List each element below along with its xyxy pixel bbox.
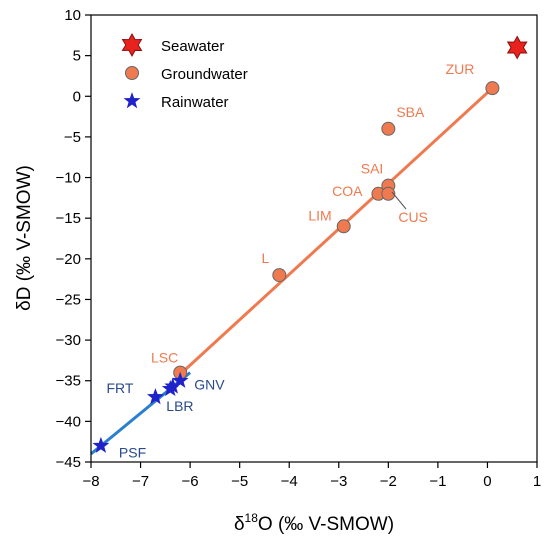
x-tick-label: −1 [429,473,446,490]
x-tick-label: −5 [231,473,248,490]
x-axis-title-prefix: δ [234,514,245,535]
legend-label-rainwater: Rainwater [161,94,229,111]
y-tick-label: −15 [56,210,81,227]
y-tick-label: −35 [56,373,81,390]
x-axis-title: δ18O (‰ V-SMOW) [234,511,394,535]
point-label-lim: LIM [308,207,331,223]
point-label-sba: SBA [396,104,425,120]
legend-label-groundwater: Groundwater [161,66,248,83]
y-tick-label: 0 [73,88,81,105]
y-axis-title: δD (‰ V-SMOW) [14,165,35,311]
y-tick-label: −10 [56,170,81,187]
y-tick-label: −25 [56,291,81,308]
x-axis-title-suffix: O (‰ V-SMOW) [258,514,394,535]
data-points [92,35,528,453]
legend-label-seawater: Seawater [161,38,224,55]
point-label-lbr: LBR [166,398,193,414]
x-tick-label: −3 [330,473,347,490]
groundwater-point-l [272,268,287,283]
groundwater-regression-line [179,87,494,376]
x-tick-label: −6 [182,473,199,490]
legend: Seawater Groundwater Rainwater [121,32,248,111]
groundwater-point-lim [336,219,351,234]
x-tick-label: −2 [380,473,397,490]
y-tick-label: 10 [64,7,81,24]
regression-lines [90,87,494,456]
point-label-l: L [262,250,270,266]
rainwater-point-frt [146,388,164,405]
point-label-sai: SAI [361,161,384,177]
x-tick-label: −7 [132,473,149,490]
cus-leader-line [391,191,407,210]
legend-marker-seawater [121,32,143,58]
groundwater-point-sba [381,121,396,136]
rainwater-point-psf [92,436,110,453]
seawater-point-0 [506,35,528,60]
y-tick-label: −40 [56,413,81,430]
y-tick-label: −30 [56,332,81,349]
point-label-gnv: GNV [194,377,225,393]
legend-marker-groundwater [125,66,139,80]
point-label-frt: FRT [106,380,133,396]
x-tick-label: 0 [483,473,491,490]
x-axis-title-superscript: 18 [245,511,259,525]
point-label-coa: COA [332,183,363,199]
y-axis-ticks: −45 −40 −35 −30 −25 −20 −15 −10 −5 0 5 10 [56,7,91,471]
point-label-lsc: LSC [151,350,178,366]
point-labels: ZUR SBA SAI COA CUS LIM L LSC GNV FRT LBR PSF [106,61,474,461]
rainwater-point-lbr [161,380,179,397]
x-axis-ticks: −8 −7 −6 −5 −4 −3 −2 −1 0 1 [82,462,541,490]
point-label-zur: ZUR [446,61,475,77]
y-tick-label: −20 [56,251,81,268]
x-tick-label: −8 [82,473,99,490]
point-label-cus: CUS [398,209,428,225]
y-tick-label: −45 [56,454,81,471]
groundwater-point-cus [381,186,396,201]
y-tick-label: 5 [73,48,81,65]
x-tick-label: −4 [281,473,298,490]
legend-marker-rainwater [123,92,141,109]
groundwater-point-zur [485,81,500,96]
point-label-psf: PSF [119,445,146,461]
plot-frame [90,14,538,463]
y-tick-label: −5 [64,129,81,146]
x-tick-label: 1 [533,473,541,490]
